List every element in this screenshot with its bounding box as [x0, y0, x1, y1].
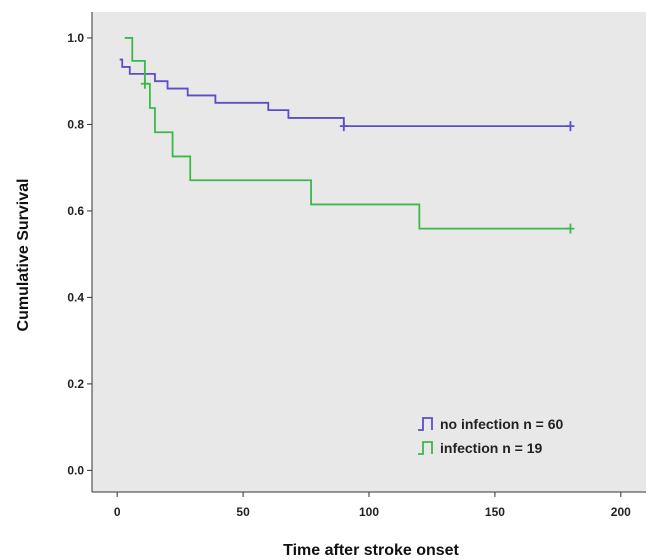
y-ticks: 0.0 0.2 0.4 0.6 0.8 1.0: [67, 31, 92, 477]
legend-swatch: [418, 441, 433, 455]
x-tick-label: 150: [485, 505, 505, 519]
x-tick-label: 0: [114, 505, 121, 519]
y-tick-label: 0.2: [67, 377, 84, 391]
series-line-1: [119, 58, 571, 128]
y-tick-label: 1.0: [67, 31, 84, 45]
y-tick-label: 0.6: [67, 204, 84, 218]
x-tick-label: 100: [359, 505, 379, 519]
y-axis-title: Cumulative Survival: [15, 179, 32, 332]
x-tick-label: 50: [236, 505, 250, 519]
series-lines: [119, 37, 575, 234]
censor-mark: [566, 121, 575, 132]
legend-entry: no infection n = 60: [440, 416, 564, 432]
x-axis-title: Time after stroke onset: [283, 542, 459, 559]
y-tick-label: 0.4: [67, 290, 84, 304]
y-tick-label: 0.0: [67, 463, 84, 477]
legend-entry: infection n = 19: [440, 440, 543, 456]
y-tick-label: 0.8: [67, 117, 84, 131]
plot-background: [92, 12, 646, 492]
x-ticks: 0 50 100 150 200: [114, 492, 631, 519]
series-line-2: [124, 37, 571, 230]
censor-mark: [339, 121, 348, 132]
censor-mark: [566, 223, 575, 234]
censor-mark: [140, 78, 149, 89]
x-tick-label: 200: [611, 505, 631, 519]
legend: no infection n = 60 infection n = 19: [418, 416, 564, 456]
legend-swatch: [418, 417, 433, 431]
